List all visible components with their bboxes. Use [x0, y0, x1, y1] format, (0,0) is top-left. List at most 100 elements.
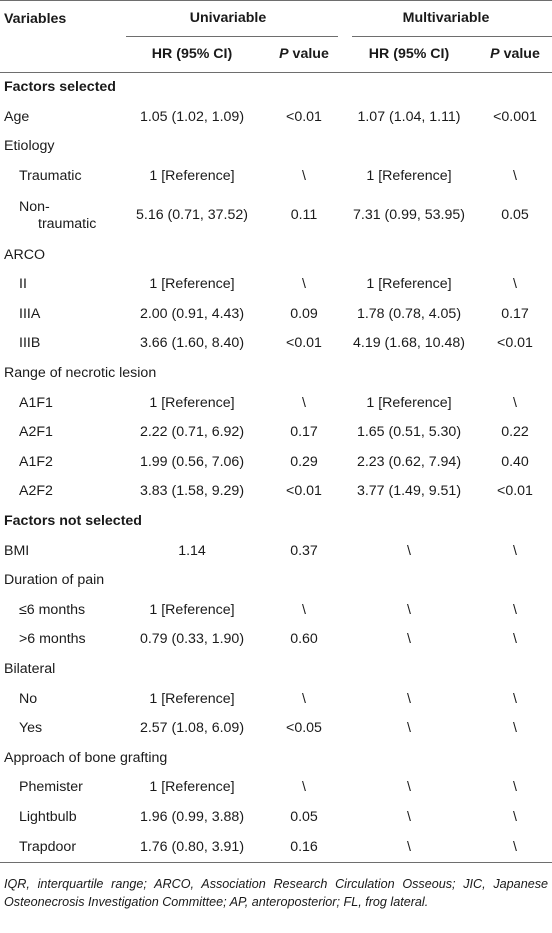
section-factors-not-selected: Factors not selected [4, 513, 142, 530]
group-label: Bilateral [4, 660, 56, 677]
group-label: Range of necrotic lesion [4, 365, 157, 382]
row-label: A2F1 [19, 424, 53, 441]
row-label: Trapdoor [0, 832, 116, 863]
table-row: A2F1 2.22 (0.71, 6.92) 0.17 1.65 (0.51, … [0, 418, 552, 448]
univariable-hr: 1.14 [178, 542, 206, 559]
multivariable-hr: \ [407, 808, 411, 825]
group-row: Bilateral [0, 655, 552, 685]
multivariable-p: \ [513, 276, 517, 293]
univariable-p: \ [302, 601, 306, 618]
univariable-p: \ [302, 779, 306, 796]
univariable-hr: 1.99 (0.56, 7.06) [139, 453, 245, 470]
multivariable-hr: \ [407, 720, 411, 737]
multivariable-p: \ [478, 832, 552, 863]
univariable-hr: 1 [Reference] [149, 601, 235, 618]
row-label: BMI [4, 542, 30, 559]
row-label: Lightbulb [19, 808, 77, 825]
table-row: Traumatic 1 [Reference] \ 1 [Reference] … [0, 162, 552, 192]
multivariable-p: \ [513, 720, 517, 737]
univariable-p: \ [302, 394, 306, 411]
section-row: Factors selected [0, 73, 552, 103]
row-label: IIIA [19, 305, 41, 322]
multivariable-hr: 1.07 (1.04, 1.11) [357, 108, 461, 125]
multivariable-p: \ [513, 168, 517, 185]
multivariable-p: \ [513, 394, 517, 411]
univariable-header: Univariable [116, 0, 340, 37]
section-factors-selected: Factors selected [4, 79, 116, 96]
univariable-hr: 3.66 (1.60, 8.40) [139, 335, 245, 352]
univariable-p: 0.29 [290, 453, 318, 470]
multivariable-p: \ [513, 542, 517, 559]
univariable-hr: 1 [Reference] [149, 690, 235, 707]
row-label: II [19, 276, 27, 293]
multivariable-p: \ [513, 808, 517, 825]
group-label: Approach of bone grafting [4, 749, 168, 766]
group-row: Approach of bone grafting [0, 743, 552, 773]
row-label: >6 months [19, 631, 86, 648]
multivariable-p: 0.22 [501, 424, 529, 441]
table-row: II 1 [Reference] \ 1 [Reference] \ [0, 270, 552, 300]
row-label: Non- traumatic [0, 191, 116, 240]
univariable-hr: 0.79 (0.33, 1.90) [139, 631, 245, 648]
univariable-p: \ [302, 276, 306, 293]
table-row: Yes 2.57 (1.08, 6.09) <0.05 \ \ [0, 714, 552, 744]
univariable-p: <0.01 [286, 108, 322, 125]
univariable-hr: 3.83 (1.58, 9.29) [139, 483, 245, 500]
multivariable-hr-header: HR (95% CI) [340, 37, 478, 73]
univariable-hr: 1 [Reference] [149, 276, 235, 293]
group-row: Range of necrotic lesion [0, 359, 552, 389]
multivariable-hr: 1.78 (0.78, 4.05) [356, 305, 462, 322]
table-row: Age 1.05 (1.02, 1.09) <0.01 1.07 (1.04, … [0, 103, 552, 133]
table-row: Trapdoor 1.76 (0.80, 3.91) 0.16 \ \ [0, 832, 552, 863]
row-label: Age [4, 108, 30, 125]
univariable-p: 0.17 [290, 424, 318, 441]
multivariable-p: <0.001 [493, 108, 537, 125]
multivariable-p: \ [513, 690, 517, 707]
multivariable-p: \ [513, 631, 517, 648]
row-label: Traumatic [19, 168, 82, 185]
univariable-hr: 1 [Reference] [149, 394, 235, 411]
table-row: Non- traumatic 5.16 (0.71, 37.52) 0.11 7… [0, 191, 552, 240]
multivariable-p: \ [513, 779, 517, 796]
univariable-p: 0.16 [268, 832, 340, 863]
variables-header: Variables [0, 0, 116, 37]
multivariable-hr: 1.65 (0.51, 5.30) [356, 424, 462, 441]
multivariable-hr: 1 [Reference] [366, 168, 452, 185]
univariable-hr: 2.00 (0.91, 4.43) [139, 305, 245, 322]
multivariable-header: Multivariable [340, 0, 552, 37]
univariable-hr: 2.22 (0.71, 6.92) [139, 424, 245, 441]
univariable-p: \ [302, 690, 306, 707]
multivariable-hr: 2.23 (0.62, 7.94) [356, 453, 462, 470]
row-label: No [19, 690, 38, 707]
table-row: Phemister 1 [Reference] \ \ \ [0, 773, 552, 803]
header-row-2: HR (95% CI) P value HR (95% CI) P value [0, 37, 552, 73]
univariable-p: <0.01 [286, 483, 322, 500]
table-row: BMI 1.14 0.37 \ \ [0, 536, 552, 566]
table-footnote: IQR, interquartile range; ARCO, Associat… [4, 877, 548, 909]
univariable-hr: 2.57 (1.08, 6.09) [139, 720, 245, 737]
multivariable-hr: 3.77 (1.49, 9.51) [356, 483, 462, 500]
multivariable-hr: 7.31 (0.99, 53.95) [352, 207, 465, 224]
univariable-hr: 1 [Reference] [149, 168, 235, 185]
univariable-label: Univariable [189, 9, 267, 26]
group-label: Etiology [4, 138, 55, 155]
univariable-p: <0.05 [286, 720, 322, 737]
univariable-hr-header: HR (95% CI) [116, 37, 268, 73]
multivariable-label: Multivariable [402, 9, 490, 26]
univariable-p: \ [302, 168, 306, 185]
row-label: Phemister [19, 779, 83, 796]
univariable-hr: 1.96 (0.99, 3.88) [139, 808, 245, 825]
univariable-p: <0.01 [286, 335, 322, 352]
univariable-hr: 1.76 (0.80, 3.91) [116, 832, 268, 863]
multivariable-hr: \ [407, 779, 411, 796]
multivariable-hr: \ [407, 631, 411, 648]
row-label: A1F2 [19, 453, 53, 470]
univariable-p: 0.11 [290, 207, 318, 224]
p-rest: value [499, 46, 540, 62]
multivariable-p-header: P value [478, 37, 552, 73]
table-row: A2F2 3.83 (1.58, 9.29) <0.01 3.77 (1.49,… [0, 477, 552, 507]
multivariable-hr: \ [407, 542, 411, 559]
row-label-line1: Non- [19, 198, 50, 215]
group-label: Duration of pain [4, 572, 105, 589]
row-label: IIIB [19, 335, 41, 352]
